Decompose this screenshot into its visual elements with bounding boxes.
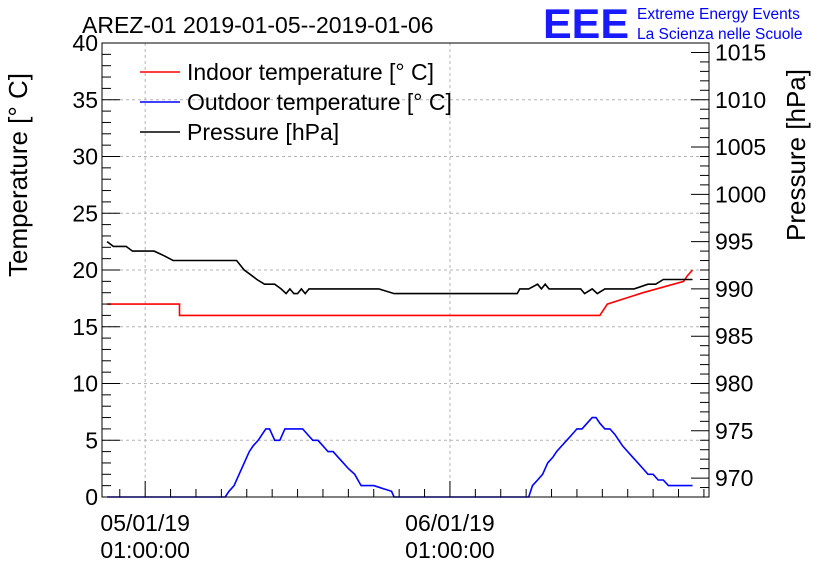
ticks: [102, 42, 709, 498]
legend: Indoor temperature [° C] Outdoor tempera…: [140, 59, 452, 145]
eee-logo-mark: EEE: [543, 0, 629, 47]
logo-line-2: La Scienza nelle Scuole: [637, 26, 802, 43]
y2-tick-label: 975: [715, 418, 753, 444]
y2-tick-label: 1010: [715, 87, 766, 113]
y2-axis-label: Pressure [hPa]: [781, 69, 811, 241]
y-tick-label: 30: [72, 144, 98, 170]
y2-tick-label: 980: [715, 371, 753, 397]
series-line-outdoor: [107, 416, 693, 498]
y-axis-label: Temperature [° C]: [3, 73, 33, 277]
y2-tick-label: 1000: [715, 181, 766, 207]
y-tick-label: 0: [85, 484, 98, 510]
series-line-pressure: [106, 240, 693, 295]
x-tick-date-label: 05/01/19: [100, 510, 190, 536]
y-tick-label: 5: [85, 427, 98, 453]
x-tick-date-label: 06/01/19: [405, 510, 495, 536]
y-tick-label: 10: [72, 371, 98, 397]
eee-logo: EEE Extreme Energy Events La Scienza nel…: [543, 0, 802, 47]
tick-labels: 0510152025303540970975980985990995100010…: [72, 30, 766, 563]
series-layer: [106, 240, 694, 498]
series-line-indoor: [107, 269, 694, 317]
y2-tick-label: 1005: [715, 134, 766, 160]
y-tick-label: 40: [72, 30, 98, 56]
y-tick-label: 25: [72, 200, 98, 226]
logo-line-1: Extreme Energy Events: [637, 6, 800, 23]
chart-title: AREZ-01 2019-01-05--2019-01-06: [82, 12, 434, 38]
y-tick-label: 35: [72, 87, 98, 113]
y2-tick-label: 985: [715, 323, 753, 349]
y-tick-label: 20: [72, 257, 98, 283]
x-tick-time-label: 01:00:00: [405, 537, 495, 563]
legend-label-pressure: Pressure [hPa]: [187, 119, 339, 145]
x-tick-time-label: 01:00:00: [100, 537, 190, 563]
y2-tick-label: 970: [715, 465, 753, 491]
y2-tick-label: 990: [715, 276, 753, 302]
legend-label-indoor: Indoor temperature [° C]: [187, 59, 434, 85]
legend-label-outdoor: Outdoor temperature [° C]: [187, 89, 452, 115]
grid: [102, 43, 709, 497]
y-tick-label: 15: [72, 314, 98, 340]
y2-tick-label: 995: [715, 229, 753, 255]
y2-tick-label: 1015: [715, 39, 766, 65]
